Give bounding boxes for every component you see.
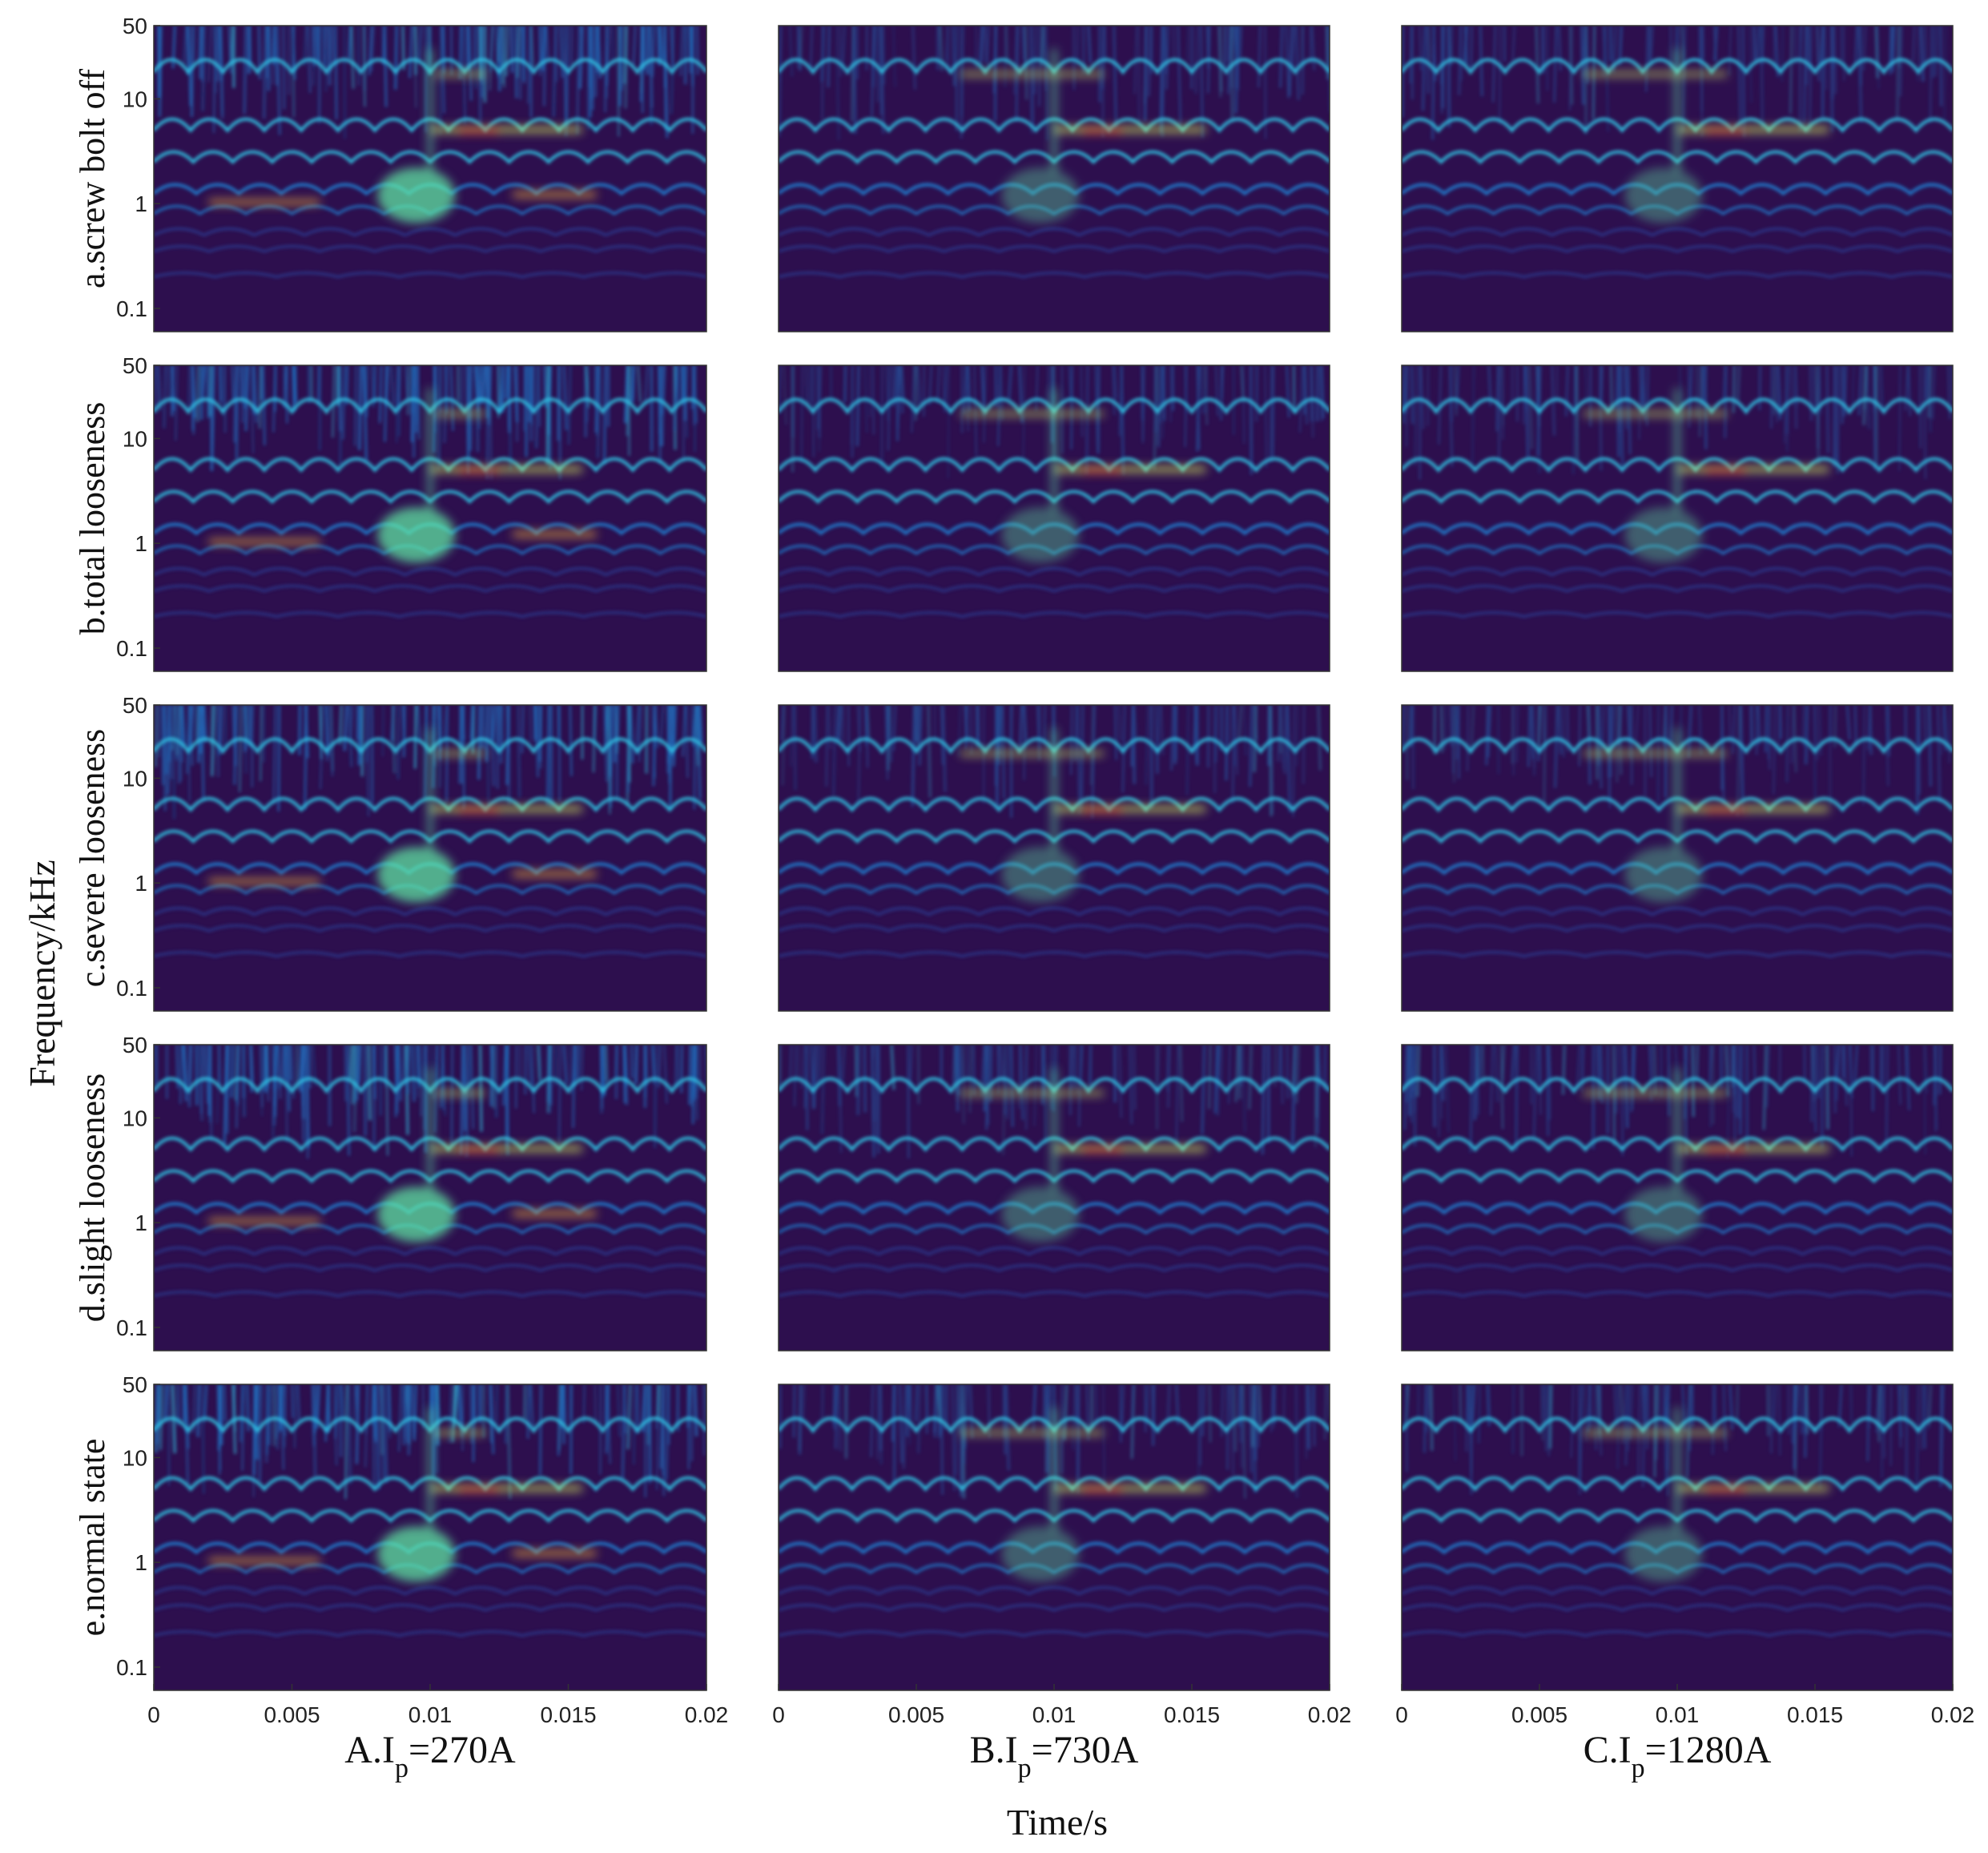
panel-frame [1401,1044,1954,1351]
x-tick-label: 0.02 [1308,1702,1352,1727]
x-tick-label: 0 [147,1702,160,1727]
panel-frame [153,25,707,332]
y-tick-label: 10 [123,426,147,451]
x-tick-label: 0.01 [1656,1702,1700,1727]
row-label-3: d.slight looseness [73,1074,112,1322]
row-label-0: a.screw bolt off [73,69,112,288]
y-tick-label: 0.1 [116,1655,147,1680]
column-label-2: C.Ip=1280A [1584,1729,1772,1783]
panel-frame [1401,704,1954,1012]
x-tick-label: 0.015 [540,1702,596,1727]
panel-frame [778,1044,1330,1351]
spectrogram-panel-r0-c2 [1401,25,1954,332]
spectrogram-panel-r2-c2 [1401,704,1954,1012]
x-tick-label: 0.005 [1511,1702,1567,1727]
spectrogram-panel-r3-c0: 0.1 1 10 50 [116,1033,707,1351]
spectrogram-panel-r4-c0: 0.1 1 10 50 [116,1372,707,1691]
spectrogram-panel-r3-c2 [1401,1044,1954,1351]
row-label-1: b.total looseness [73,402,112,635]
panel-frame [153,365,707,672]
y-tick-label: 50 [123,14,147,38]
y-axis-label: Frequency/kHz [22,860,62,1087]
panel-frame [778,365,1330,672]
y-tick-label: 1 [135,1210,147,1235]
spectrogram-panel-r1-c1 [778,365,1330,672]
row-label-2: c.severe looseness [73,729,112,988]
row-label-4: e.normal state [73,1439,112,1637]
spectrogram-panel-r3-c1 [778,1044,1330,1351]
column-label-0: A.Ip=270A [344,1729,516,1783]
y-tick-label: 0.1 [116,976,147,1001]
x-tick-label: 0.02 [685,1702,729,1727]
y-tick-label: 10 [123,766,147,791]
column-label-1: B.Ip=730A [970,1729,1139,1783]
y-tick-label: 0.1 [116,1315,147,1340]
x-tick-label: 0 [1395,1702,1408,1727]
panel-frame [778,704,1330,1012]
x-tick-label: 0.01 [1032,1702,1076,1727]
y-tick-label: 1 [135,1550,147,1575]
panel-frame [1401,25,1954,332]
panel-frame [1401,365,1954,672]
y-tick-label: 0.1 [116,636,147,661]
x-tick-label: 0.01 [408,1702,453,1727]
spectrogram-panel-r1-c2 [1401,365,1954,672]
panel-grid: 0.1 1 10 50 0.1 1 10 50 0.1 1 10 50 0.1 1 10 50 0.1 1 10 50 [116,14,1954,1691]
spectrogram-panel-r2-c0: 0.1 1 10 50 [116,693,707,1012]
x-tick-label: 0.015 [1164,1702,1220,1727]
spectrogram-panel-r2-c1 [778,704,1330,1012]
x-tick-label: 0.005 [264,1702,320,1727]
panel-frame [778,25,1330,332]
y-tick-label: 1 [135,871,147,896]
panel-frame [153,1044,707,1351]
spectrogram-panel-r1-c0: 0.1 1 10 50 [116,353,707,672]
x-axis-label: Time/s [1007,1802,1108,1843]
y-tick-label: 50 [123,693,147,718]
row-labels: a.screw bolt off b.total looseness c.sever… [73,69,112,1637]
y-tick-label: 50 [123,1033,147,1057]
y-tick-label: 50 [123,353,147,378]
y-tick-label: 10 [123,1106,147,1130]
y-tick-label: 1 [135,191,147,216]
x-tick-label: 0.005 [888,1702,944,1727]
x-tick-label: 0.015 [1787,1702,1843,1727]
spectrogram-panel-r4-c1 [778,1384,1330,1691]
spectrogram-panel-r0-c1 [778,25,1330,332]
spectrogram-panel-r0-c0: 0.1 1 10 50 [116,14,707,332]
x-axis: 0 0.005 0.01 0.015 0.02 0 0.005 0.01 0.015 0.02 0 0… [147,1702,1974,1783]
y-tick-label: 0.1 [116,296,147,321]
y-tick-label: 50 [123,1372,147,1397]
y-tick-label: 10 [123,1445,147,1470]
y-tick-label: 10 [123,87,147,111]
x-tick-label: 0 [772,1702,785,1727]
spectrogram-panel-r4-c2 [1401,1384,1954,1691]
panel-frame [153,704,707,1012]
y-tick-label: 1 [135,531,147,556]
x-tick-label: 0.02 [1931,1702,1975,1727]
